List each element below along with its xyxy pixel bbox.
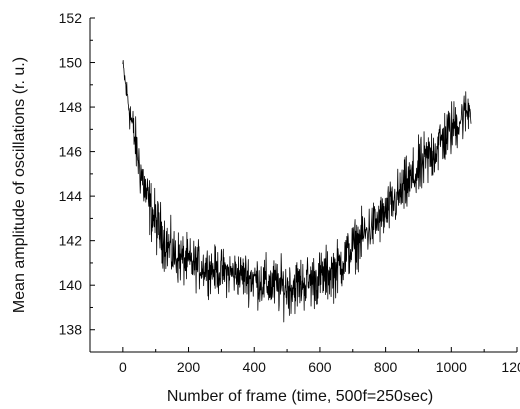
x-tick-label: 600 <box>308 359 332 375</box>
y-tick-label: 150 <box>59 55 83 71</box>
y-tick-label: 144 <box>59 188 83 204</box>
y-axis-ticks: 138 140 142 144 146 148 150 152 <box>59 10 95 338</box>
y-tick-label: 146 <box>59 144 83 160</box>
x-axis-title: Number of frame (time, 500f=250sec) <box>167 388 433 405</box>
y-axis-title: Mean amplitude of oscillations (r. u.) <box>11 57 28 313</box>
x-axis-ticks: 0 200 400 600 800 1000 1200 <box>89 347 520 375</box>
y-tick-label: 152 <box>59 10 83 26</box>
series-layer <box>122 59 472 323</box>
y-tick-label: 140 <box>59 277 83 293</box>
y-tick-label: 142 <box>59 233 83 249</box>
y-tick-label: 148 <box>59 99 83 115</box>
plot-frame <box>89 18 517 353</box>
x-tick-label: 1000 <box>436 359 467 375</box>
x-tick-label: 200 <box>177 359 201 375</box>
y-tick-label: 138 <box>59 322 83 338</box>
series-line <box>122 59 472 323</box>
x-tick-label: 0 <box>119 359 127 375</box>
x-tick-label: 800 <box>374 359 398 375</box>
x-tick-label: 400 <box>243 359 267 375</box>
x-tick-label: 1200 <box>501 359 520 375</box>
